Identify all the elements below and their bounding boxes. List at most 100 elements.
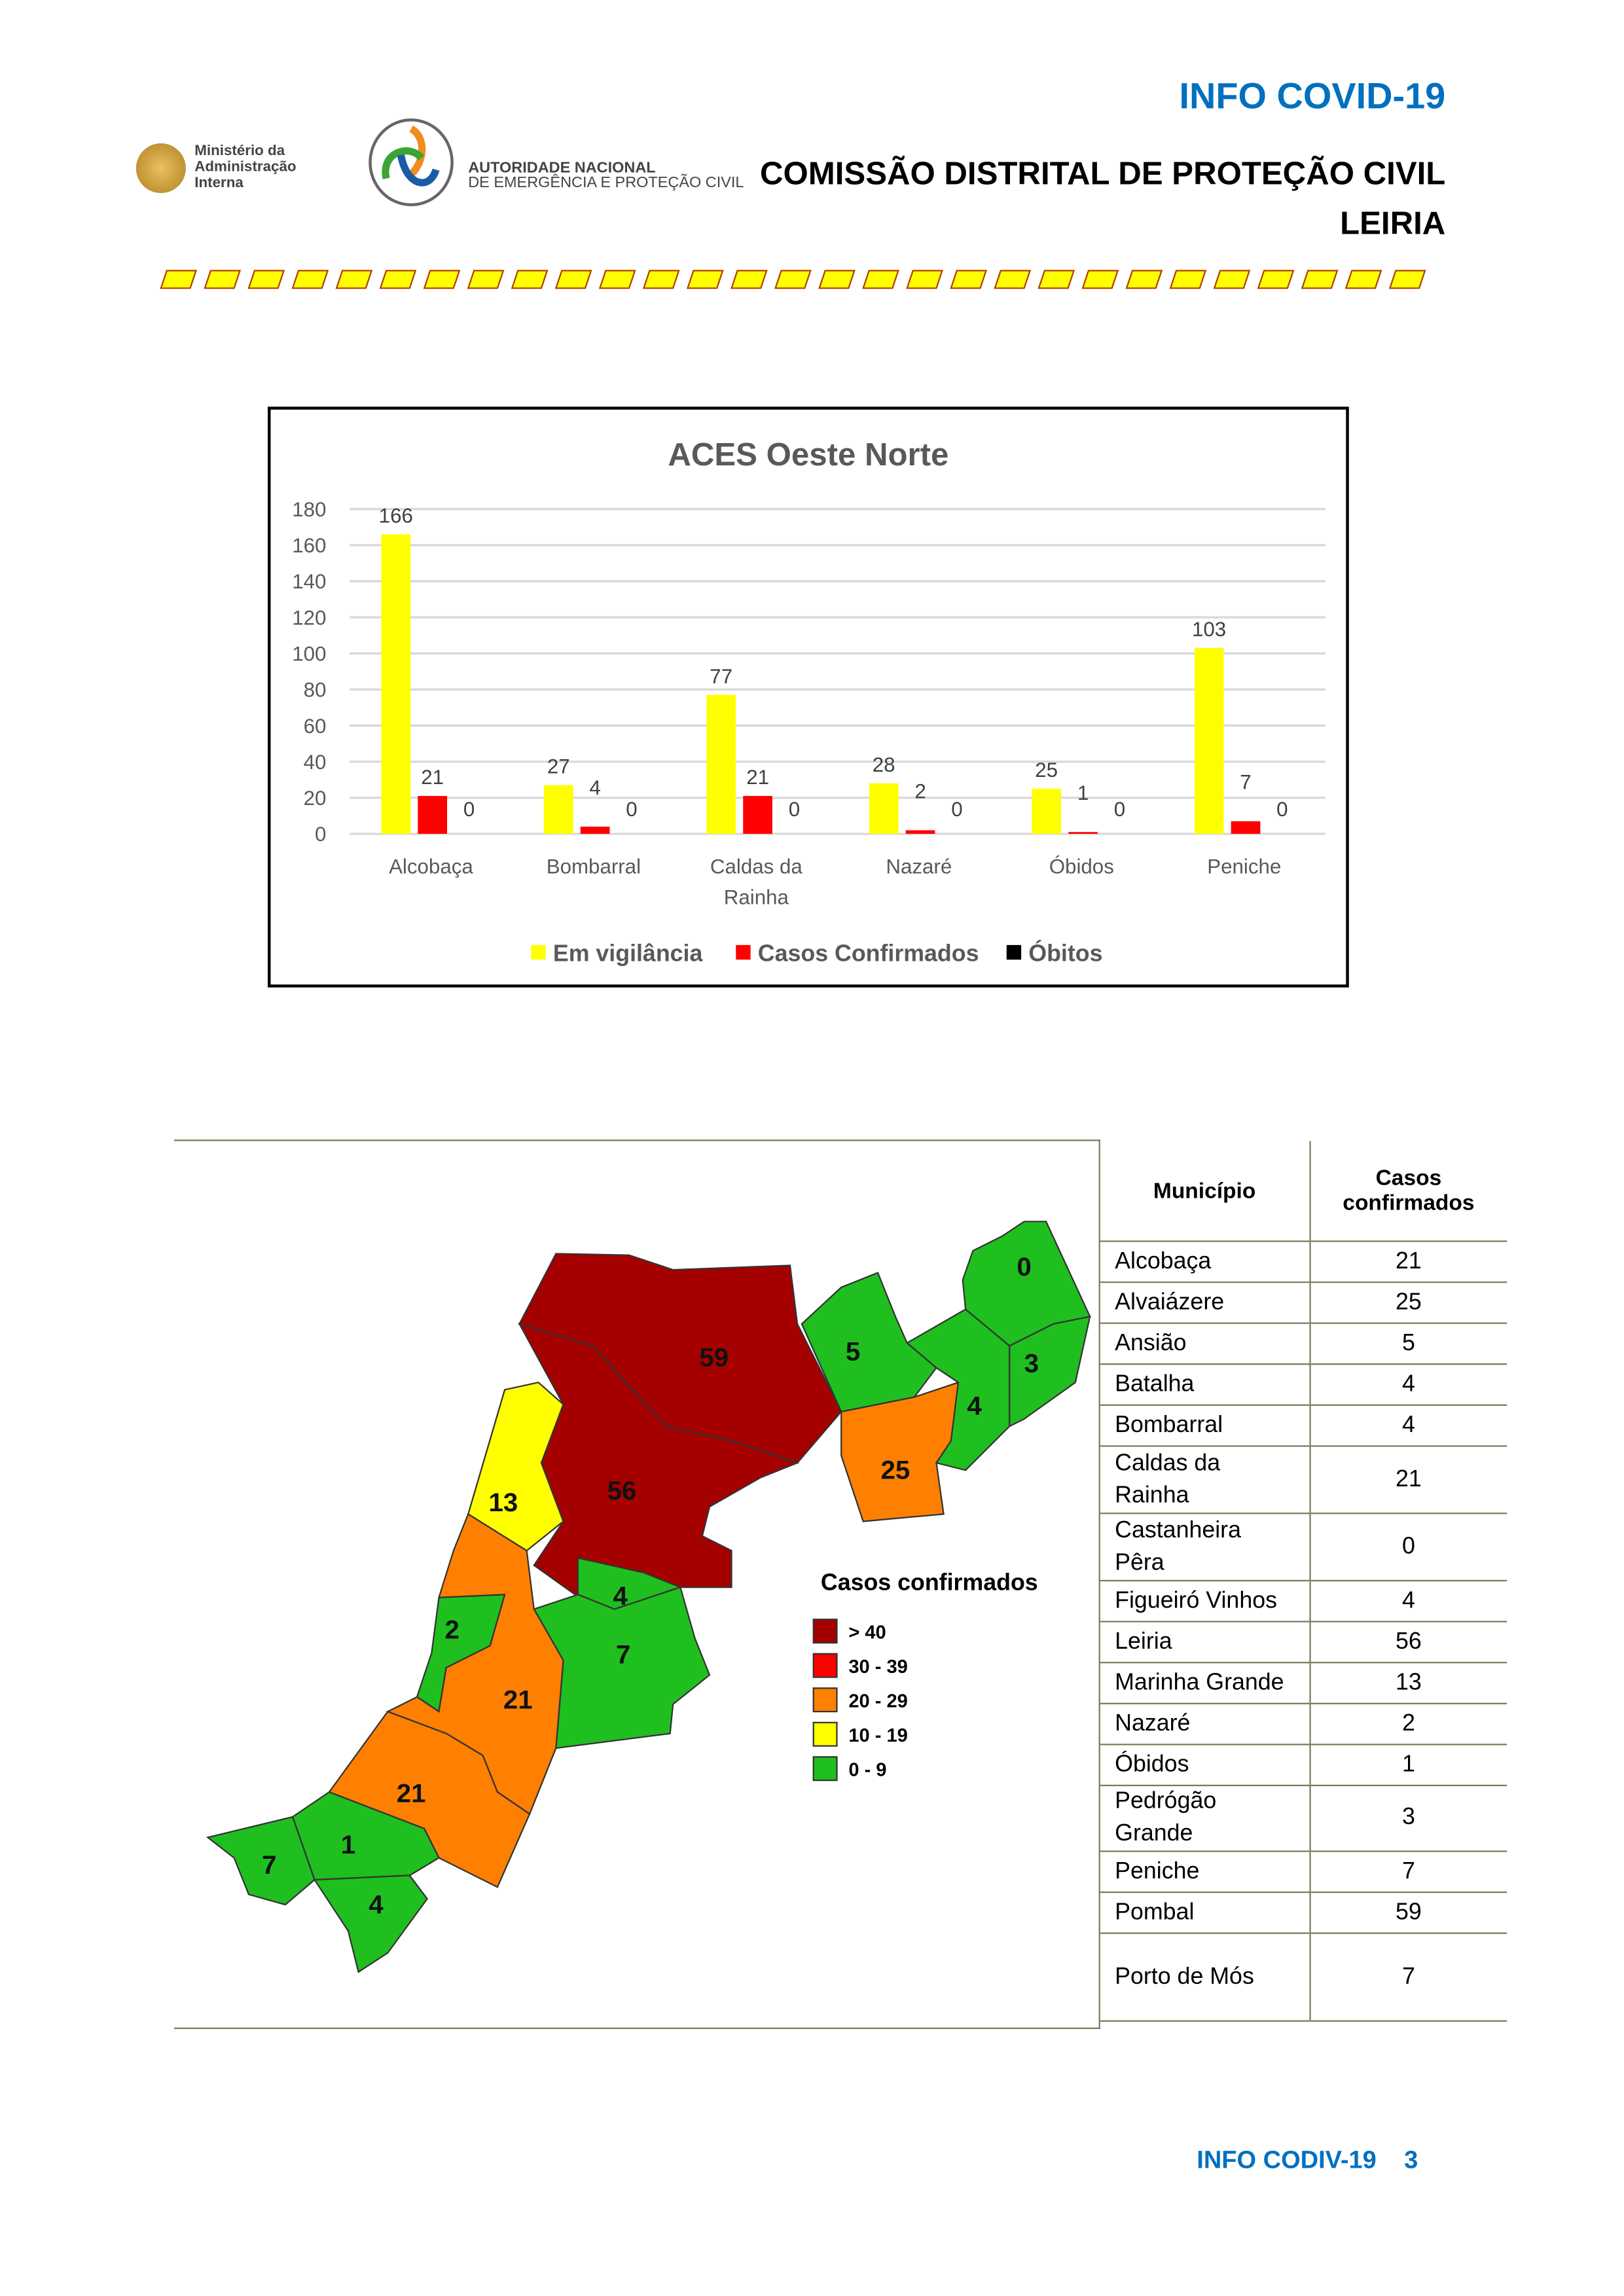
y-tick-label: 180 bbox=[292, 498, 326, 521]
cell-municipio: Alcobaça bbox=[1100, 1241, 1310, 1283]
bar-0 bbox=[1194, 648, 1224, 834]
mai-emblem-logo bbox=[135, 143, 186, 194]
stripe-segment bbox=[247, 270, 285, 289]
legend-label: 10 - 19 bbox=[848, 1725, 907, 1746]
commission-title: COMISSÃO DISTRITAL DE PROTEÇÃO CIVIL bbox=[760, 154, 1446, 192]
stripe-segment bbox=[204, 270, 242, 289]
bar-1 bbox=[1231, 821, 1261, 834]
region-peniche bbox=[206, 1816, 316, 1906]
cell-casos: 5 bbox=[1308, 1323, 1507, 1365]
region-bombarral bbox=[313, 1874, 429, 1973]
map-label-batalha: 4 bbox=[613, 1581, 628, 1611]
bar-0 bbox=[869, 783, 899, 834]
district-map: 59 56 13 25 5 4 0 3 4 7 2 21 21 1 7 4 Ca… bbox=[206, 1221, 1091, 1973]
table-row: Figueiró Vinhos 4 bbox=[1100, 1581, 1507, 1623]
data-label: 0 bbox=[951, 798, 962, 821]
cell-municipio: Pedrógão Grande bbox=[1100, 1785, 1310, 1852]
bar-0 bbox=[706, 694, 736, 834]
table-row: Alcobaça 21 bbox=[1100, 1241, 1507, 1283]
map-label-alcobaca: 21 bbox=[503, 1685, 533, 1715]
data-label: 21 bbox=[421, 766, 444, 789]
stripe-segment bbox=[686, 270, 724, 289]
cell-municipio: Figueiró Vinhos bbox=[1100, 1581, 1310, 1623]
stripe-segment bbox=[511, 270, 549, 289]
data-label: 25 bbox=[1035, 759, 1058, 781]
map-label-pedrogao: 3 bbox=[1024, 1349, 1039, 1378]
data-label: 0 bbox=[1114, 798, 1125, 821]
data-label: 2 bbox=[914, 780, 926, 802]
cell-municipio: Alvaiázere bbox=[1100, 1282, 1310, 1324]
map-label-nazare: 2 bbox=[444, 1615, 459, 1644]
table-row: Óbidos 1 bbox=[1100, 1744, 1507, 1787]
y-tick-label: 120 bbox=[292, 606, 326, 629]
map-label-figueiro: 4 bbox=[967, 1391, 982, 1420]
table-row: Castanheira Pêra 0 bbox=[1100, 1513, 1507, 1582]
x-tick-label: Bombarral bbox=[547, 855, 641, 878]
legend-label: 20 - 29 bbox=[848, 1691, 907, 1712]
bar-chart: ACES Oeste Norte 0 20 40 60 80 100 120 140 160 18… bbox=[268, 406, 1349, 988]
stripe-segment bbox=[774, 270, 812, 289]
table-row: Nazaré 2 bbox=[1100, 1703, 1507, 1746]
cell-casos: 25 bbox=[1308, 1282, 1507, 1324]
stripe-segment bbox=[730, 270, 768, 289]
footer: INFO CODIV-19 3 bbox=[1197, 2146, 1418, 2176]
cell-casos: 4 bbox=[1308, 1364, 1507, 1406]
bar-1 bbox=[580, 826, 610, 834]
cell-municipio: Leiria bbox=[1100, 1621, 1310, 1664]
cell-casos: 59 bbox=[1308, 1892, 1507, 1934]
stripe-segment bbox=[862, 270, 899, 289]
cell-municipio: Castanheira Pêra bbox=[1100, 1513, 1310, 1582]
header-casos: Casos confirmados bbox=[1308, 1141, 1507, 1242]
y-tick-label: 40 bbox=[304, 751, 327, 774]
legend-swatch bbox=[812, 1687, 838, 1713]
legend-label: Casos Confirmados bbox=[758, 940, 979, 966]
x-tick-label: Óbidos bbox=[1049, 855, 1114, 878]
cell-municipio: Peniche bbox=[1100, 1851, 1310, 1893]
cell-municipio: Ansião bbox=[1100, 1323, 1310, 1365]
stripe-segment bbox=[1301, 270, 1339, 289]
cell-casos: 4 bbox=[1308, 1581, 1507, 1623]
map-label-marinha-grande: 13 bbox=[489, 1488, 518, 1517]
data-label: 77 bbox=[710, 665, 732, 688]
cell-casos: 21 bbox=[1308, 1446, 1507, 1515]
bar-1 bbox=[905, 830, 935, 834]
data-label: 0 bbox=[626, 798, 637, 821]
cell-casos: 7 bbox=[1308, 1933, 1507, 2022]
cell-municipio: Bombarral bbox=[1100, 1405, 1310, 1447]
map-label-leiria: 56 bbox=[607, 1476, 637, 1505]
table-row: Marinha Grande 13 bbox=[1100, 1662, 1507, 1704]
bar-1 bbox=[743, 796, 772, 834]
map-label-pombal: 59 bbox=[699, 1343, 729, 1372]
stripe-segment bbox=[423, 270, 461, 289]
map-label-ansiao: 5 bbox=[846, 1337, 860, 1367]
cell-municipio: Porto de Mós bbox=[1100, 1933, 1310, 2022]
y-tick-label: 100 bbox=[292, 643, 326, 666]
stripe-segment bbox=[554, 270, 592, 289]
legend-swatch bbox=[812, 1756, 838, 1782]
table-row: Ansião 5 bbox=[1100, 1323, 1507, 1365]
stripe-segment bbox=[1257, 270, 1295, 289]
y-tick-label: 0 bbox=[315, 823, 326, 846]
stripe-segment bbox=[1169, 270, 1207, 289]
header-municipio: Município bbox=[1100, 1141, 1310, 1242]
bar-1 bbox=[1068, 832, 1098, 834]
cell-municipio: Marinha Grande bbox=[1100, 1662, 1310, 1704]
footer-label: INFO CODIV-19 bbox=[1197, 2145, 1377, 2174]
cell-casos: 3 bbox=[1308, 1785, 1507, 1852]
map-label-caldas: 21 bbox=[397, 1779, 426, 1808]
cell-casos: 13 bbox=[1308, 1662, 1507, 1704]
y-tick-label: 80 bbox=[304, 679, 327, 702]
stripe-segment bbox=[467, 270, 505, 289]
cell-casos: 4 bbox=[1308, 1405, 1507, 1447]
legend-swatch bbox=[531, 944, 546, 960]
data-label: 103 bbox=[1192, 618, 1226, 641]
district-title: LEIRIA bbox=[1340, 204, 1446, 242]
y-tick-label: 160 bbox=[292, 534, 326, 557]
cell-municipio: Caldas da Rainha bbox=[1100, 1446, 1310, 1515]
stripe-segment bbox=[598, 270, 636, 289]
stripe-segment bbox=[291, 270, 329, 289]
cell-casos: 2 bbox=[1308, 1703, 1507, 1746]
info-title: INFO COVID-19 bbox=[1179, 76, 1446, 117]
data-label: 28 bbox=[873, 753, 895, 776]
cell-municipio: Batalha bbox=[1100, 1364, 1310, 1406]
